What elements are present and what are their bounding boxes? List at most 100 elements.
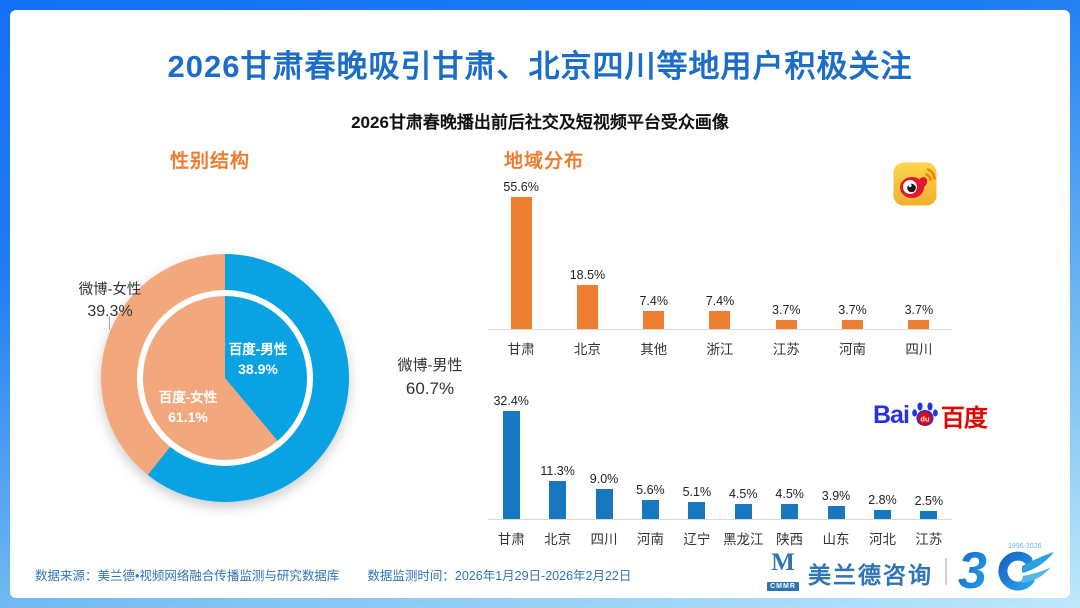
page-title: 2026甘肃春晚吸引甘肃、北京四川等地用户积极关注	[167, 49, 913, 84]
bars-area: 55.6% 18.5% 7.4% 7.4% 3.7% 3.7% 3.7%	[488, 168, 952, 330]
bar-category-label: 北京	[573, 342, 601, 357]
wing-feather-bottom	[1021, 567, 1051, 583]
bar-column: 2.5%	[906, 494, 952, 519]
bar-column: 5.1%	[674, 485, 720, 519]
bar-value-label: 3.9%	[821, 489, 851, 503]
gender-inner-pie	[143, 296, 307, 460]
bar-value-label: 2.8%	[868, 493, 897, 507]
gender-section-heading: 性别结构	[170, 151, 251, 172]
baidu-logo-du: du	[920, 414, 930, 423]
bar-column: 5.6%	[627, 483, 673, 519]
bar	[688, 502, 706, 519]
bar-value-label: 3.7%	[904, 303, 934, 317]
bar	[873, 510, 891, 519]
monitor-period-note: 数据监测时间：2026年1月29日-2026年2月22日	[367, 569, 632, 583]
bar-value-label: 55.6%	[503, 180, 539, 194]
pie-label-value: 60.7%	[405, 379, 455, 398]
baidu-logo: Bai du 百度	[873, 398, 988, 433]
category-axis: 甘肃 北京 四川 河南 辽宁 黑龙江 陕西 山东 河北 江苏	[488, 520, 952, 548]
cmmr-m-letter: M	[771, 549, 795, 576]
footer-notes: 数据来源：美兰德•视频网络融合传播监测与研究数据库 数据监测时间：2026年1月…	[35, 565, 631, 584]
bar	[502, 411, 520, 519]
bar-category-label: 四川	[905, 342, 933, 357]
bar	[576, 285, 598, 329]
bar	[908, 320, 930, 329]
pie-label-name: 微博-男性	[397, 357, 463, 374]
cmmr-acronym: CMMR	[767, 582, 799, 591]
bar-column: 55.6%	[488, 180, 554, 329]
footer-divider	[945, 558, 947, 585]
bar-category-label: 陕西	[776, 532, 804, 547]
bar-category-label: 甘肃	[507, 342, 535, 357]
pie-leader-line	[109, 316, 110, 330]
pie-label-weibo-male: 微博-男性 60.7%	[360, 354, 500, 399]
bar-category-label: 其他	[640, 342, 668, 357]
bar-value-label: 7.4%	[639, 294, 668, 308]
bar	[549, 481, 567, 519]
bar-column: 7.4%	[621, 294, 687, 329]
baidu-logo-cn: 百度	[940, 405, 988, 432]
bar	[734, 504, 752, 519]
anniversary-years: 1996-2026	[1008, 543, 1042, 550]
bar-category-label: 四川	[590, 532, 618, 547]
wing-feather-top	[1022, 552, 1054, 573]
bar-category-label: 浙江	[706, 342, 734, 357]
anniversary-30-logo: 1996-2026 3	[958, 542, 1054, 598]
bar-column: 3.7%	[753, 303, 819, 329]
bar	[510, 197, 532, 329]
bar	[709, 311, 731, 329]
bar	[920, 511, 938, 519]
content-card: 2026甘肃春晚吸引甘肃、北京四川等地用户积极关注 2026甘肃春晚播出前后社交…	[10, 10, 1070, 598]
bar-category-label: 辽宁	[683, 532, 711, 547]
bar-column: 11.3%	[534, 464, 580, 519]
baidu-logo-bai: Bai	[873, 401, 910, 429]
bars-area: 32.4% 11.3% 9.0% 5.6% 5.1% 4.5% 4.5% 3.9% 2.8% 2.…	[488, 386, 952, 520]
region-section-heading: 地域分布	[504, 151, 585, 172]
bar-value-label: 4.5%	[728, 487, 758, 501]
page-subtitle: 2026甘肃春晚播出前后社交及短视频平台受众画像	[351, 113, 729, 132]
pie-label-name: 百度-男性	[228, 342, 288, 357]
bar-category-label: 江苏	[915, 532, 943, 547]
bar-column: 7.4%	[687, 294, 753, 329]
bar-category-label: 山东	[822, 532, 850, 547]
data-source-note: 数据来源：美兰德•视频网络融合传播监测与研究数据库	[35, 569, 340, 583]
baidu-region-bar-chart: 32.4% 11.3% 9.0% 5.6% 5.1% 4.5% 4.5% 3.9% 2.8% 2.…	[488, 386, 952, 548]
bar-category-label: 北京	[544, 532, 572, 547]
bar-value-label: 11.3%	[540, 464, 575, 478]
pie-label-value: 61.1%	[168, 409, 208, 425]
bar-category-label: 河南	[839, 342, 867, 357]
anniversary-number: 3	[958, 542, 987, 598]
bar-column: 18.5%	[554, 268, 620, 329]
bar-value-label: 3.7%	[838, 303, 867, 317]
pie-label-name: 微博-女性	[78, 282, 142, 298]
bar-value-label: 2.5%	[914, 494, 944, 508]
pie-label-value: 38.9%	[238, 361, 278, 377]
bar-category-label: 甘肃	[497, 532, 525, 547]
pie-label-baidu-female: 百度-女性 61.1%	[128, 386, 248, 425]
pie-label-value: 39.3%	[87, 303, 133, 320]
cmmr-m-logo: M CMMR	[763, 550, 803, 593]
bar-category-label: 江苏	[772, 342, 800, 357]
bar-value-label: 9.0%	[589, 472, 619, 486]
bar-category-label: 河南	[636, 532, 664, 547]
bar	[781, 504, 799, 519]
bar-column: 3.7%	[819, 303, 885, 329]
bar-value-label: 5.1%	[682, 485, 712, 499]
company-name: 美兰德咨询	[808, 562, 933, 588]
bar-column: 9.0%	[581, 472, 627, 519]
category-axis: 甘肃 北京 其他 浙江 江苏 河南 四川	[488, 330, 952, 358]
bar-value-label: 4.5%	[775, 487, 804, 501]
bar	[641, 500, 659, 519]
bar-category-label: 河北	[868, 532, 896, 547]
bar-column: 4.5%	[766, 487, 812, 519]
bar-column: 2.8%	[859, 493, 905, 519]
bar-value-label: 5.6%	[636, 483, 665, 497]
bar	[595, 489, 613, 519]
bar	[775, 320, 797, 329]
bar-value-label: 7.4%	[705, 294, 735, 308]
bar-value-label: 18.5%	[569, 268, 606, 282]
donut-hole	[137, 290, 313, 466]
bar	[643, 311, 665, 329]
bar-value-label: 3.7%	[772, 303, 801, 317]
